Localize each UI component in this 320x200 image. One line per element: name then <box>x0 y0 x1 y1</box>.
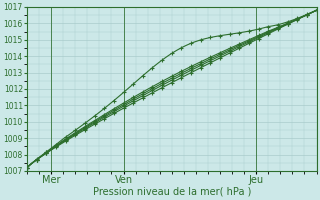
X-axis label: Pression niveau de la mer( hPa ): Pression niveau de la mer( hPa ) <box>92 187 251 197</box>
